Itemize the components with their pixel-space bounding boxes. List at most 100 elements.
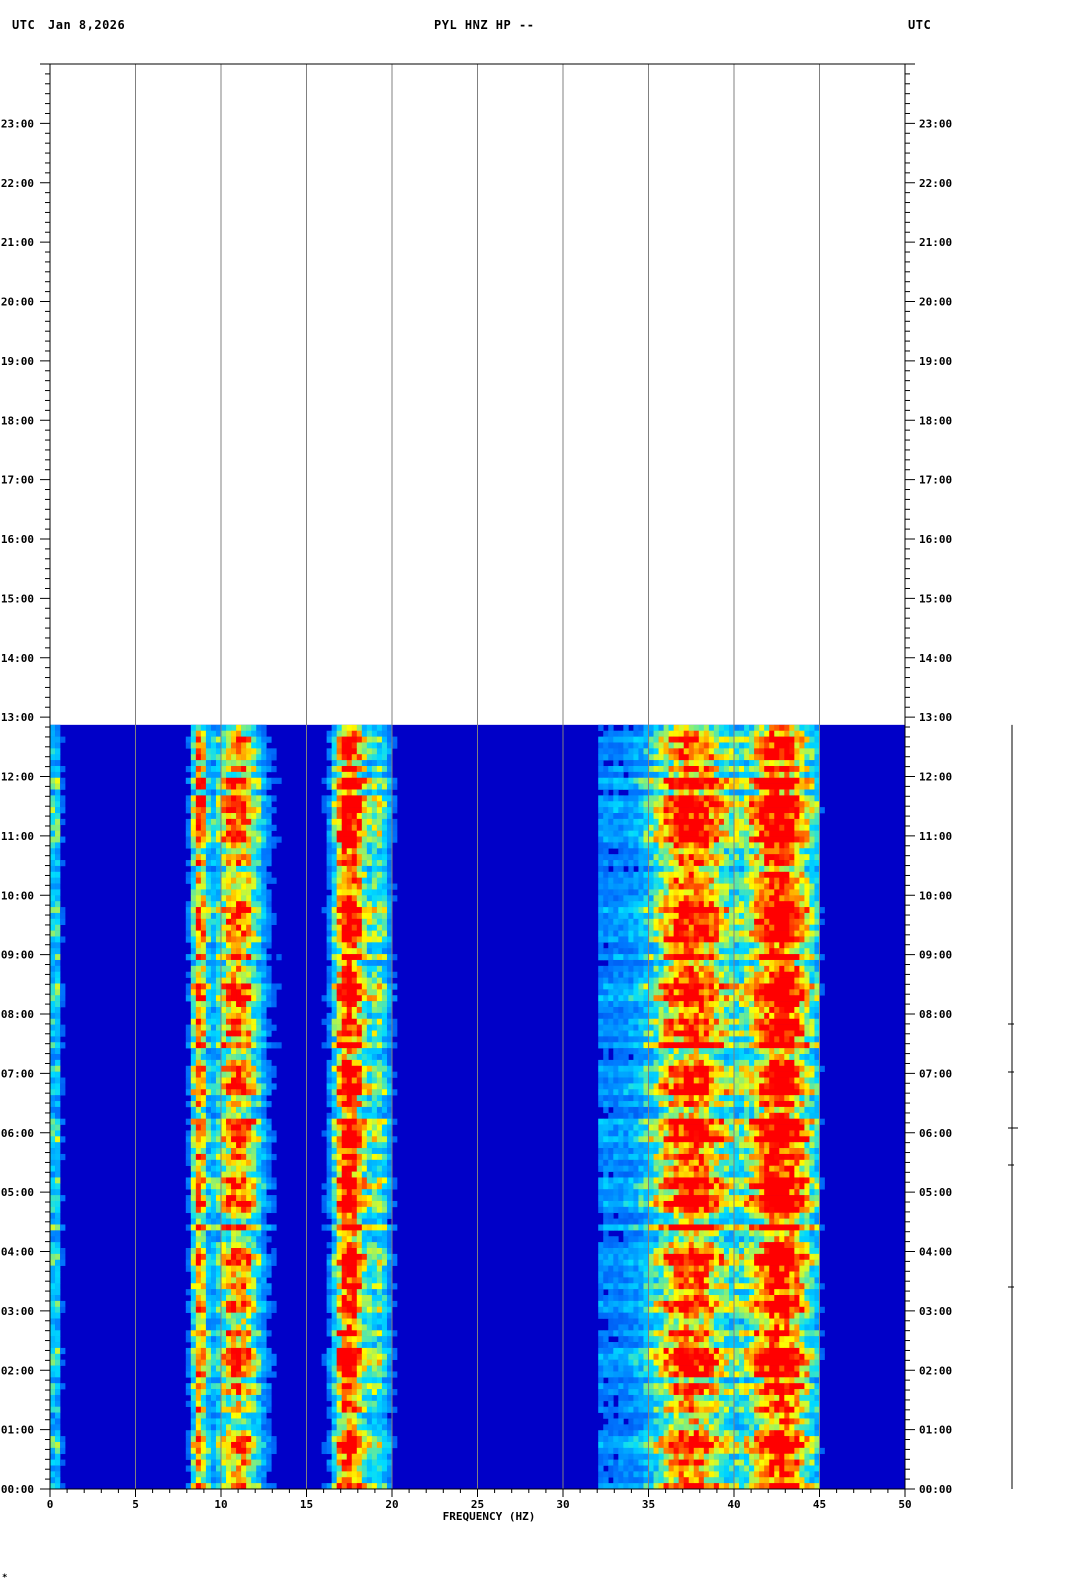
heatmap-cell [744, 748, 750, 755]
heatmap-cell [246, 1024, 252, 1031]
heatmap-cell [392, 1089, 398, 1096]
heatmap-cell [386, 1024, 393, 1031]
heatmap-cell [246, 830, 252, 837]
heatmap-cell [221, 942, 227, 949]
heatmap-cell [764, 901, 770, 908]
heatmap-cell [261, 777, 267, 784]
heatmap-cell [744, 783, 750, 790]
heatmap-cell [361, 948, 368, 955]
heatmap-cell [668, 901, 674, 908]
heatmap-cell [381, 883, 388, 890]
heatmap-cell [613, 971, 619, 978]
heatmap-cell [236, 860, 242, 867]
heatmap-cell [386, 907, 393, 914]
heatmap-cell [799, 865, 805, 873]
heatmap-cell [698, 1001, 705, 1008]
heatmap-cell [769, 942, 775, 949]
heatmap-cell [366, 730, 373, 737]
heatmap-cell [749, 748, 755, 755]
heatmap-cell [256, 842, 262, 849]
heatmap-cell [261, 1018, 267, 1025]
heatmap-cell [251, 936, 257, 943]
heatmap-cell [774, 807, 780, 814]
heatmap-cell [271, 1071, 277, 1078]
heatmap-cell [326, 1095, 332, 1102]
heatmap-cell [331, 824, 337, 831]
heatmap-cell [356, 983, 363, 990]
heatmap-cell [386, 818, 393, 826]
heatmap-cell [663, 760, 669, 767]
heatmap-cell [210, 795, 217, 802]
heatmap-cell [346, 889, 353, 896]
heatmap-cell [789, 918, 795, 925]
heatmap-cell [809, 765, 815, 773]
heatmap-cell [683, 883, 690, 890]
heatmap-cell [638, 977, 644, 984]
heatmap-cell [381, 818, 388, 826]
heatmap-cell [346, 1071, 353, 1078]
heatmap-cell [246, 1071, 252, 1078]
heatmap-cell [794, 1077, 800, 1084]
heatmap-cell [814, 801, 820, 808]
heatmap-cell [386, 1018, 393, 1025]
heatmap-cell [789, 912, 795, 920]
heatmap-cell [215, 877, 222, 884]
heatmap-cell [623, 959, 629, 967]
heatmap-cell [376, 1095, 383, 1102]
heatmap-cell [241, 1077, 247, 1084]
heatmap-cell [734, 842, 740, 849]
heatmap-cell [633, 877, 639, 884]
heatmap-cell [326, 930, 332, 937]
heatmap-cell [653, 912, 659, 920]
heatmap-cell [598, 1030, 604, 1037]
heatmap-cell [200, 965, 207, 973]
heatmap-cell [266, 907, 272, 914]
heatmap-cell [266, 830, 272, 837]
heatmap-cell [708, 983, 715, 990]
heatmap-cell [749, 971, 755, 978]
heatmap-cell [336, 1095, 343, 1102]
heatmap-cell [381, 959, 388, 967]
heatmap-cell [658, 730, 664, 737]
heatmap-cell [809, 771, 815, 779]
heatmap-cell [205, 795, 212, 802]
heatmap-cell [195, 930, 202, 937]
heatmap-cell [266, 1089, 272, 1096]
heatmap-cell [754, 760, 760, 767]
heatmap-cell [195, 765, 202, 773]
heatmap-cell [703, 871, 710, 878]
heatmap-cell [361, 842, 368, 849]
heatmap-cell [643, 901, 649, 908]
heatmap-cell [381, 954, 388, 961]
heatmap-cell [195, 889, 202, 896]
heatmap-cell [648, 801, 654, 808]
heatmap-cell [658, 1054, 664, 1061]
heatmap-cell [633, 842, 639, 849]
heatmap-cell [356, 1006, 363, 1014]
heatmap-cell [215, 754, 222, 761]
heatmap-cell [623, 883, 629, 890]
heatmap-cell [361, 977, 368, 984]
heatmap-cell [754, 1101, 760, 1108]
left-timezone-label: UTC [12, 18, 36, 32]
heatmap-cell [356, 1054, 363, 1061]
heatmap-cell [693, 760, 700, 767]
heatmap-cell [779, 901, 785, 908]
heatmap-cell [668, 748, 674, 755]
heatmap-cell [231, 1065, 237, 1072]
heatmap-cell [723, 824, 730, 831]
heatmap-cell [623, 742, 629, 749]
heatmap-cell [392, 801, 398, 808]
heatmap-cell [749, 730, 755, 737]
heatmap-cell [236, 1006, 242, 1014]
heatmap-cell [718, 989, 725, 996]
heatmap-cell [226, 954, 232, 961]
heatmap-cell [744, 1077, 750, 1084]
heatmap-cell [703, 807, 710, 814]
heatmap-cell [185, 807, 192, 814]
heatmap-cell [653, 936, 659, 943]
heatmap-cell [794, 1071, 800, 1078]
heatmap-cell [713, 954, 720, 961]
heatmap-cell [638, 1030, 644, 1037]
heatmap-cell [210, 1077, 217, 1084]
